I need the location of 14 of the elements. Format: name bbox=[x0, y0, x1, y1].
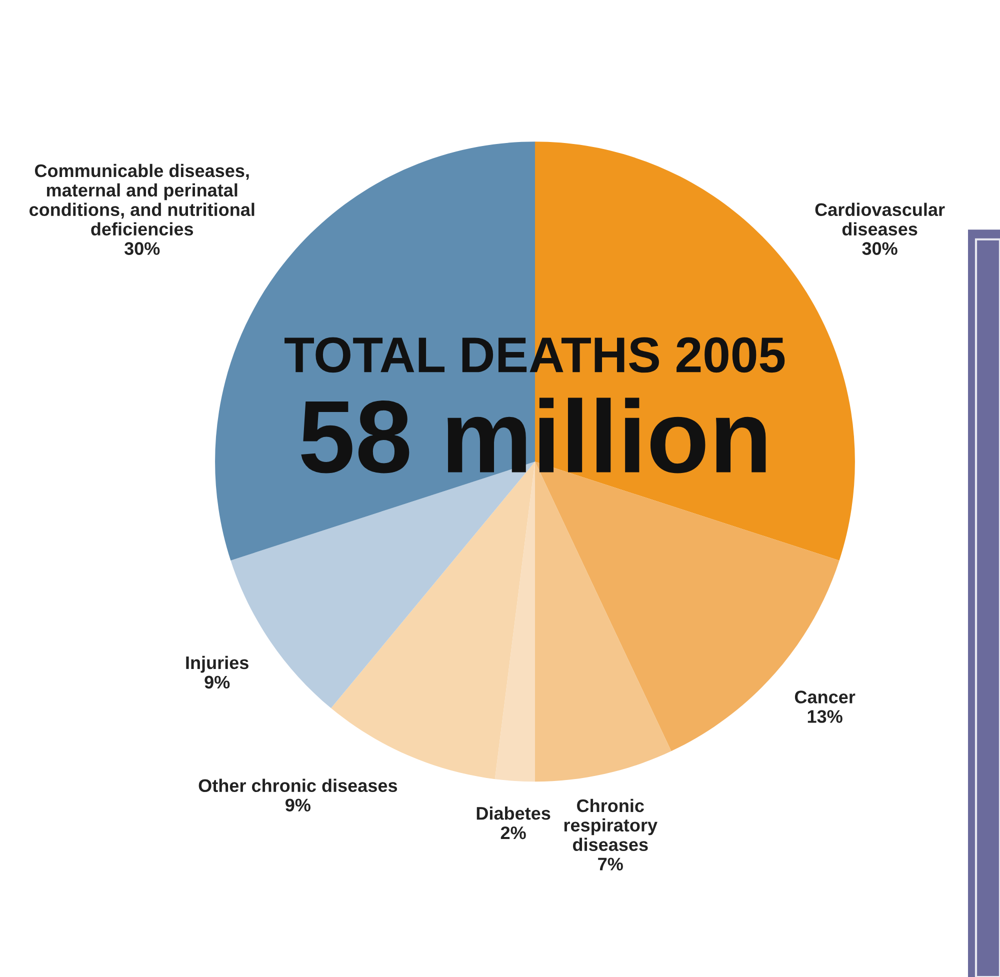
slice-label: Other chronic diseases bbox=[198, 778, 398, 792]
slice-label: Injuries bbox=[186, 656, 248, 673]
data-label: 2% bbox=[500, 826, 526, 840]
data-label: 30% bbox=[862, 242, 898, 255]
slice-label: Diabetes bbox=[476, 806, 550, 820]
slice-label: Cardiovascular diseases bbox=[815, 202, 945, 236]
data-label: 9% bbox=[286, 798, 310, 812]
data-label: 9% bbox=[204, 676, 230, 689]
slice-label: Cancer bbox=[794, 690, 856, 704]
data-label: 30% bbox=[124, 242, 160, 255]
slice-label: Communicable diseases, maternal and perinatal conditions, and nutritional deficiencies bbox=[29, 164, 254, 236]
slice-label: Chronic respiratory diseases bbox=[564, 798, 658, 852]
data-label: 13% bbox=[808, 710, 842, 723]
data-label: 7% bbox=[598, 858, 623, 870]
